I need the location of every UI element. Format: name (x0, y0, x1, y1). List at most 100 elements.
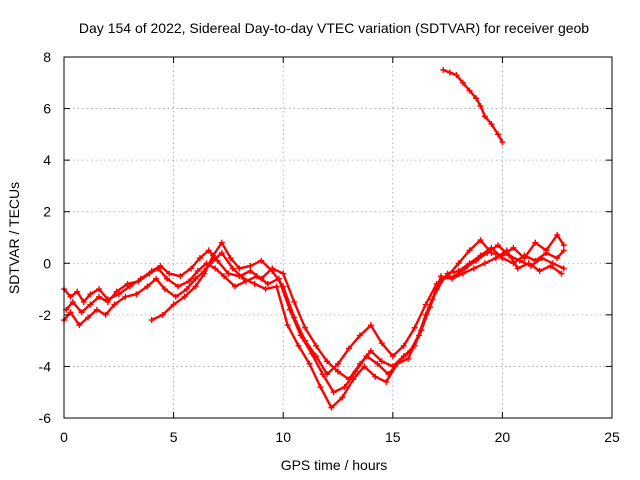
data-point (558, 270, 565, 277)
y-tick-label: 4 (43, 152, 51, 168)
data-point (85, 314, 92, 321)
data-point (356, 332, 363, 339)
series-line (150, 233, 565, 376)
data-point (361, 363, 368, 370)
data-point (251, 280, 258, 287)
data-point (177, 273, 184, 280)
data-point (466, 247, 473, 254)
data-point (280, 270, 287, 277)
data-point (113, 288, 120, 295)
data-point (264, 280, 271, 287)
data-point (313, 353, 320, 360)
y-tick-label: -6 (39, 410, 52, 426)
data-point (236, 265, 243, 272)
data-point (324, 371, 331, 378)
data-point (433, 280, 440, 287)
data-point (164, 275, 171, 282)
data-point (470, 265, 477, 272)
series-track-4 (148, 231, 567, 378)
data-point (218, 249, 225, 256)
data-point (96, 286, 103, 293)
data-point (378, 358, 385, 365)
data-point (547, 262, 554, 269)
data-point (253, 273, 260, 280)
data-point (227, 255, 234, 262)
data-point (302, 337, 309, 344)
data-point (205, 247, 212, 254)
chart-title: Day 154 of 2022, Sidereal Day-to-day VTE… (79, 20, 589, 36)
data-point (87, 301, 94, 308)
data-point (174, 283, 181, 290)
data-point (269, 268, 276, 275)
data-point (446, 69, 453, 76)
data-point (374, 360, 381, 367)
data-point (135, 278, 142, 285)
data-point (448, 275, 455, 282)
data-point (181, 293, 188, 300)
data-point (313, 342, 320, 349)
data-point (536, 268, 543, 275)
data-point (459, 79, 466, 86)
data-point (350, 376, 357, 383)
data-point (172, 293, 179, 300)
data-point (67, 309, 74, 316)
data-point (363, 353, 370, 360)
x-tick-label: 20 (495, 429, 511, 445)
data-point (560, 265, 567, 272)
data-point (185, 278, 192, 285)
data-point (133, 291, 140, 298)
data-point (324, 358, 331, 365)
data-point (514, 265, 521, 272)
data-point (247, 268, 254, 275)
data-point (122, 293, 129, 300)
data-point (104, 298, 111, 305)
data-point (144, 283, 151, 290)
x-tick-label: 15 (385, 429, 401, 445)
data-point (516, 257, 523, 264)
data-point (455, 260, 462, 267)
data-point (317, 384, 324, 391)
data-point (102, 311, 109, 318)
data-point (422, 301, 429, 308)
y-tick-label: -2 (39, 307, 52, 323)
data-point (258, 257, 265, 264)
data-point (466, 87, 473, 94)
data-point (367, 347, 374, 354)
data-point (196, 255, 203, 262)
data-point (295, 342, 302, 349)
data-point (225, 270, 232, 277)
data-point (372, 373, 379, 380)
data-point (459, 270, 466, 277)
data-point (76, 322, 83, 329)
data-point (345, 345, 352, 352)
data-point (306, 360, 313, 367)
data-point (499, 139, 506, 146)
data-point (462, 265, 469, 272)
data-point (543, 247, 550, 254)
data-point (453, 72, 460, 79)
series-track-3 (61, 247, 565, 411)
y-tick-label: 0 (43, 255, 51, 271)
data-point (96, 293, 103, 300)
data-point (78, 309, 85, 316)
data-point (427, 304, 434, 311)
data-point (302, 324, 309, 331)
data-point (521, 255, 528, 262)
data-point (80, 298, 87, 305)
data-point (188, 265, 195, 272)
data-point (161, 286, 168, 293)
data-point (262, 286, 269, 293)
data-point (124, 280, 131, 287)
series-line (62, 246, 565, 381)
data-point (477, 102, 484, 109)
y-tick-label: 8 (43, 49, 51, 65)
data-point (153, 275, 160, 282)
data-point (383, 378, 390, 385)
y-tick-label: -4 (39, 358, 52, 374)
data-point (192, 283, 199, 290)
data-point (247, 262, 254, 269)
x-tick-label: 10 (275, 429, 291, 445)
data-point (335, 368, 341, 375)
y-tick-label: 6 (43, 101, 51, 117)
